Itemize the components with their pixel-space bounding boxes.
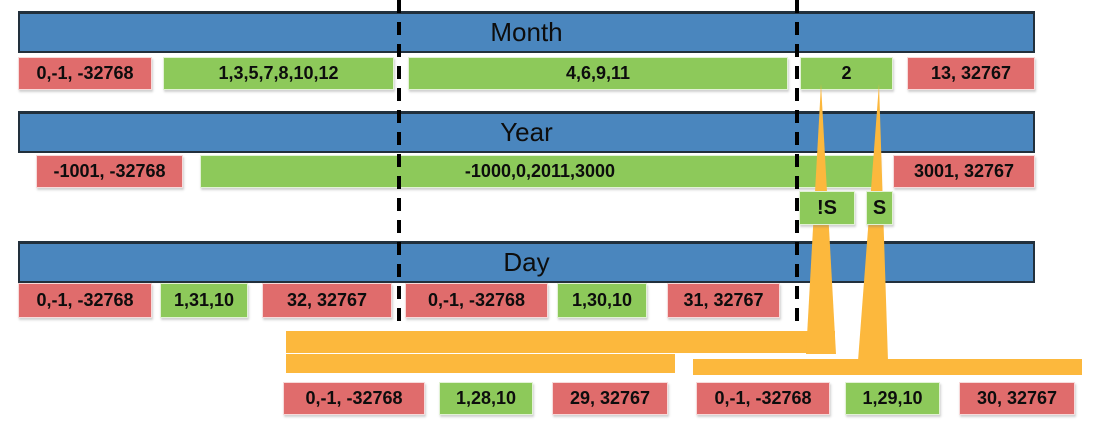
boundary-dashed-line-left bbox=[397, 0, 401, 328]
flow-band-leap bbox=[693, 359, 1082, 375]
year-bar-label: Year bbox=[500, 117, 553, 147]
partition-label: 0,-1, -32768 bbox=[427, 290, 526, 310]
partition-label: 3001, 32767 bbox=[913, 161, 1015, 181]
partition-label: 1,28,10 bbox=[455, 388, 517, 408]
year-bar: Year bbox=[18, 111, 1035, 153]
day30-partition-invalid-low: 0,-1, -32768 bbox=[405, 283, 548, 318]
flag-label: S bbox=[872, 196, 887, 219]
day-bar-label: Day bbox=[503, 247, 550, 277]
year-partition-valid: -1000,0,2011,3000 bbox=[200, 155, 880, 188]
partition-label: 1,3,5,7,8,10,12 bbox=[218, 63, 339, 83]
year-partition-invalid-low: -1001, -32768 bbox=[36, 155, 183, 188]
feb29-partition-invalid-high: 30, 32767 bbox=[959, 382, 1075, 415]
day30-partition-invalid-high: 31, 32767 bbox=[667, 283, 780, 318]
partition-label: 0,-1, -32768 bbox=[305, 388, 403, 408]
year-partition-invalid-high: 3001, 32767 bbox=[893, 155, 1035, 188]
partition-label: 1,30,10 bbox=[571, 290, 633, 310]
partition-label: -1000,0,2011,3000 bbox=[464, 161, 616, 181]
feb28-partition-valid: 1,28,10 bbox=[439, 382, 533, 415]
partition-label: 29, 32767 bbox=[569, 388, 651, 408]
flow-band-nonleap-upper bbox=[286, 331, 835, 353]
month-partition-invalid-high: 13, 32767 bbox=[907, 57, 1035, 90]
flow-band-nonleap-lower bbox=[286, 354, 675, 373]
partition-label: 0,-1, -32768 bbox=[714, 388, 812, 408]
feb28-partition-invalid-high: 29, 32767 bbox=[552, 382, 668, 415]
feb28-partition-invalid-low: 0,-1, -32768 bbox=[283, 382, 425, 415]
day31-partition-invalid-low: 0,-1, -32768 bbox=[18, 283, 152, 318]
partition-label: 13, 32767 bbox=[930, 63, 1012, 83]
month-bar-label: Month bbox=[490, 17, 563, 47]
month-partition-february: 2 bbox=[800, 57, 893, 90]
non-leap-year-flag: !S bbox=[799, 191, 855, 225]
partition-label: 1,31,10 bbox=[173, 290, 235, 310]
partition-label: 1,29,10 bbox=[862, 388, 923, 408]
partition-label: 32, 32767 bbox=[286, 290, 368, 310]
month-partition-31-day-months: 1,3,5,7,8,10,12 bbox=[163, 57, 394, 90]
month-bar: Month bbox=[18, 11, 1035, 53]
partition-label: 30, 32767 bbox=[976, 388, 1058, 408]
partition-label: 2 bbox=[841, 63, 852, 83]
partition-label: -1001, -32768 bbox=[53, 161, 166, 181]
day30-partition-valid: 1,30,10 bbox=[557, 283, 647, 318]
partition-label: 31, 32767 bbox=[683, 290, 764, 310]
day31-partition-invalid-high: 32, 32767 bbox=[262, 283, 392, 318]
partition-label: 0,-1, -32768 bbox=[36, 290, 134, 310]
leap-year-flag: S bbox=[866, 191, 893, 225]
day31-partition-valid: 1,31,10 bbox=[160, 283, 248, 318]
feb29-partition-invalid-low: 0,-1, -32768 bbox=[696, 382, 830, 415]
partition-label: 0,-1, -32768 bbox=[36, 63, 134, 83]
feb29-partition-valid: 1,29,10 bbox=[845, 382, 940, 415]
partition-label: 4,6,9,11 bbox=[565, 63, 631, 83]
boundary-dashed-line-right bbox=[795, 0, 799, 328]
month-partition-invalid-low: 0,-1, -32768 bbox=[18, 57, 152, 90]
flag-label: !S bbox=[817, 196, 837, 219]
month-partition-30-day-months: 4,6,9,11 bbox=[408, 57, 788, 90]
